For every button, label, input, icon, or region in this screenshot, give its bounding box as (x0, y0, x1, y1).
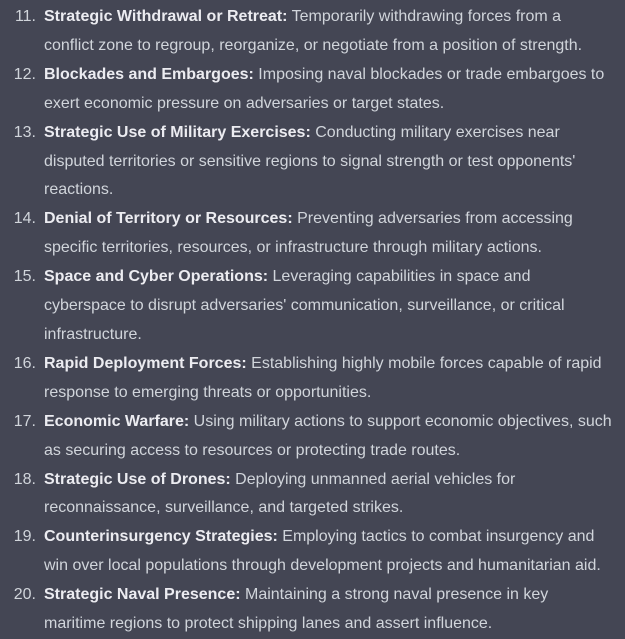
item-title: Denial of Territory or Resources: (44, 210, 293, 228)
item-number: 14. (13, 210, 36, 228)
item-text: Strategic Naval Presence: Maintaining a … (44, 581, 613, 639)
list-item: 14. Denial of Territory or Resources: Pr… (8, 205, 613, 263)
list-item: 11. Strategic Withdrawal or Retreat: Tem… (8, 3, 613, 61)
item-description: Using military actions to support econom… (44, 412, 612, 459)
item-title: Space and Cyber Operations: (44, 268, 269, 286)
item-text: Rapid Deployment Forces: Establishing hi… (44, 350, 613, 408)
list-item: 15. Space and Cyber Operations: Leveragi… (8, 263, 613, 350)
list-item: 12. Blockades and Embargoes: Imposing na… (8, 61, 613, 119)
item-title: Rapid Deployment Forces: (44, 354, 247, 372)
item-number: 13. (13, 123, 36, 141)
list-item: 17. Economic Warfare: Using military act… (8, 408, 613, 466)
item-number: 19. (13, 528, 36, 546)
item-number: 18. (13, 470, 36, 488)
item-description: Temporarily withdrawing forces from a co… (44, 8, 583, 54)
item-description: Preventing adversaries from accessing sp… (44, 210, 573, 257)
item-text: Denial of Territory or Resources: Preven… (44, 205, 613, 263)
item-number: 20. (13, 586, 36, 604)
item-title: Strategic Use of Military Exercises: (44, 123, 311, 141)
item-description: Conducting military exercises near dispu… (44, 123, 576, 199)
item-text: Strategic Withdrawal or Retreat: Tempora… (44, 3, 613, 61)
item-number: 11. (14, 8, 36, 25)
item-title: Economic Warfare: (44, 412, 190, 430)
list-item: 18. Strategic Use of Drones: Deploying u… (8, 466, 613, 524)
item-text: Economic Warfare: Using military actions… (44, 408, 613, 466)
item-description: Establishing highly mobile forces capabl… (44, 354, 602, 401)
item-description: Deploying unmanned aerial vehicles for r… (44, 470, 516, 517)
item-text: Counterinsurgency Strategies: Employing … (44, 523, 613, 581)
item-number: 16. (13, 354, 36, 372)
item-title: Strategic Naval Presence: (44, 586, 241, 604)
list-item: 16. Rapid Deployment Forces: Establishin… (8, 350, 613, 408)
item-description: Leveraging capabilities in space and cyb… (44, 268, 565, 343)
list-item: 13. Strategic Use of Military Exercises:… (8, 119, 613, 206)
strategies-ordered-list: 11. Strategic Withdrawal or Retreat: Tem… (8, 3, 613, 639)
item-number: 12. (13, 65, 36, 83)
item-number: 15. (13, 268, 36, 286)
item-text: Strategic Use of Military Exercises: Con… (44, 119, 613, 206)
item-text: Blockades and Embargoes: Imposing naval … (44, 61, 613, 119)
item-description: Imposing naval blockades or trade embarg… (44, 65, 605, 112)
item-title: Blockades and Embargoes: (44, 65, 254, 83)
item-title: Strategic Withdrawal or Retreat: (44, 8, 288, 25)
list-item: 19. Counterinsurgency Strategies: Employ… (8, 523, 613, 581)
item-title: Strategic Use of Drones: (44, 470, 231, 488)
item-text: Strategic Use of Drones: Deploying unman… (44, 466, 613, 524)
item-title: Counterinsurgency Strategies: (44, 528, 278, 546)
list-item: 20. Strategic Naval Presence: Maintainin… (8, 581, 613, 639)
item-text: Space and Cyber Operations: Leveraging c… (44, 263, 613, 350)
item-number: 17. (13, 412, 36, 430)
item-description: Employing tactics to combat insurgency a… (44, 528, 601, 575)
